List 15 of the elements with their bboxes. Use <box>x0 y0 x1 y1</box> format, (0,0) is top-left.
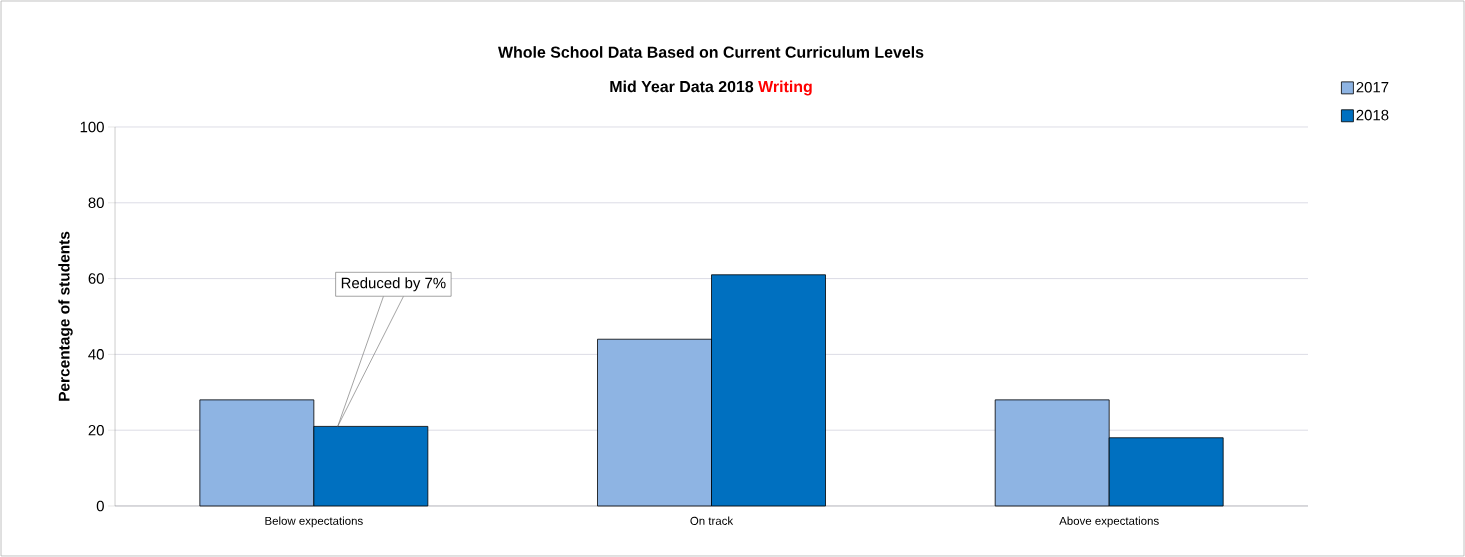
x-tick-label: On track <box>690 516 734 525</box>
x-tick-label: Above expectations <box>1059 516 1159 528</box>
y-tick-label: 100 <box>80 121 104 133</box>
y-tick-label: 0 <box>96 500 104 512</box>
legend-label: 2018 <box>1356 109 1389 121</box>
y-tick-label: 80 <box>88 197 104 209</box>
y-tick-label: 40 <box>88 349 104 360</box>
chart-subtitle: Mid Year Data 2018 Writing <box>610 80 812 96</box>
x-tick-label: Below expectations <box>265 516 363 528</box>
legend-label: 2017 <box>1356 81 1389 93</box>
chart-title: Whole School Data Based on Current Curriculum Levels <box>498 46 924 58</box>
annotation: Reduced by 7% <box>341 277 446 292</box>
y-tick-label: 60 <box>88 273 104 284</box>
y-axis-title: Percentage of students <box>58 231 73 401</box>
y-tick-label: 20 <box>88 424 104 436</box>
